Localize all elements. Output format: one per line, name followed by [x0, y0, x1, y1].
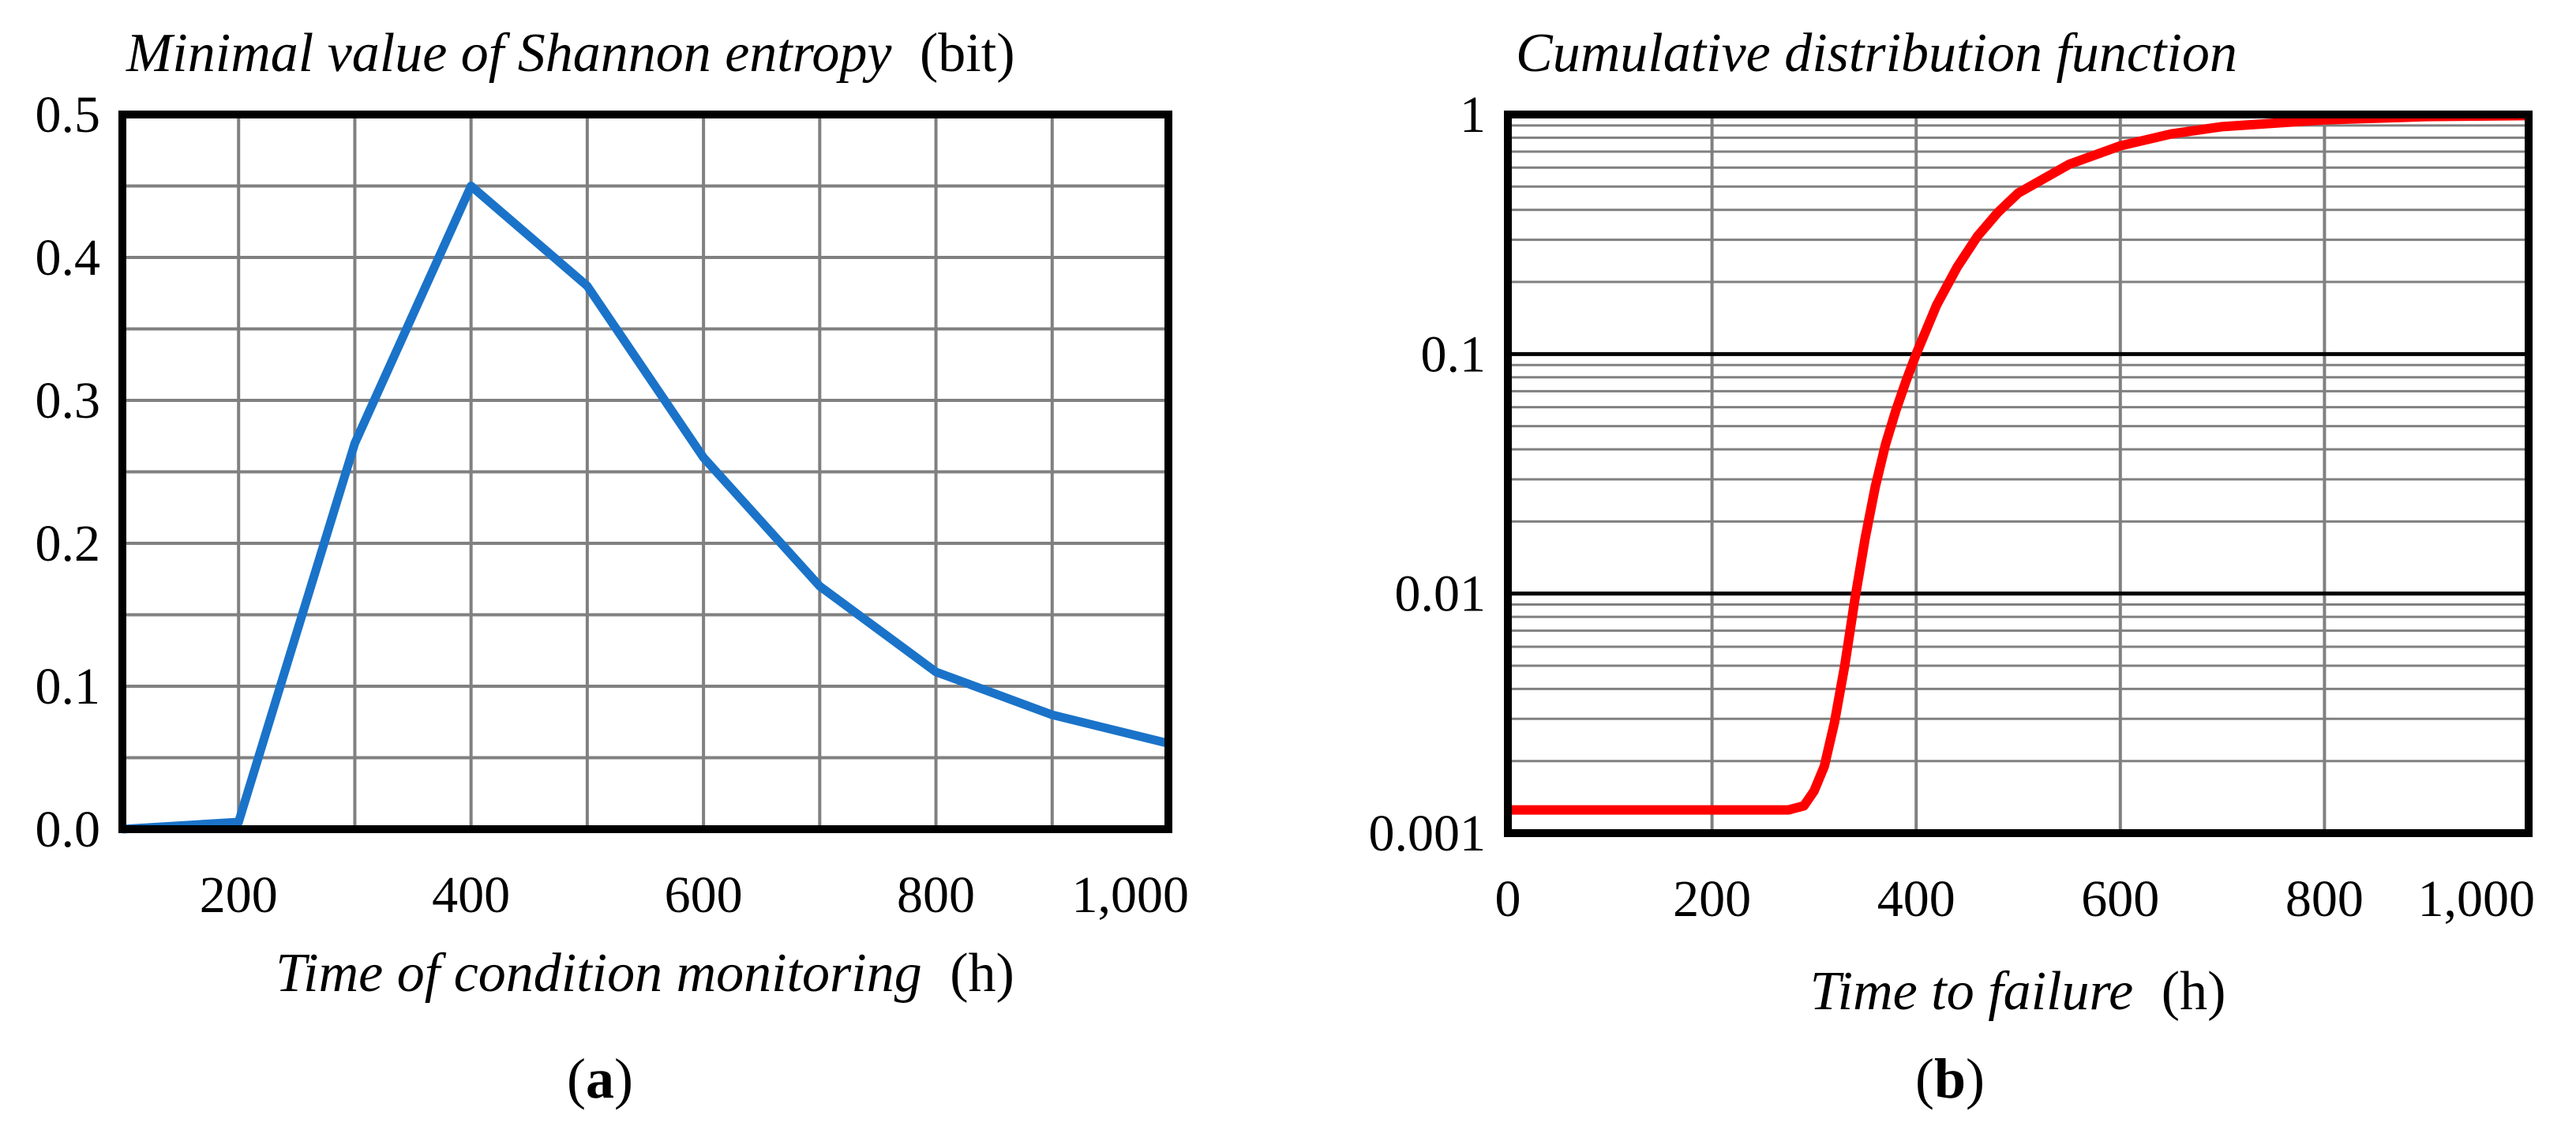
chart-a-x-tick-2: 600	[665, 866, 743, 924]
chart-a-title-unit: (bit)	[920, 23, 1015, 84]
chart-a-x-tick-4: 1,000	[1072, 866, 1190, 924]
chart-b-y-tick-1: 0.01	[1395, 565, 1487, 623]
chart-b-plot-frame	[1504, 111, 2533, 837]
chart-b-x-tick-1: 200	[1673, 870, 1751, 928]
chart-b: Cumulative distribution function 0.0010.…	[1369, 23, 2536, 1110]
chart-a-x-tick-labels: 200 400 600 800 1,000	[200, 866, 1189, 924]
chart-b-x-tick-5: 1,000	[2418, 870, 2536, 928]
chart-a-gridlines	[122, 115, 1168, 829]
chart-b-y-tick-labels: 0.001 0.01 0.1 1	[1369, 86, 1487, 862]
chart-b-x-tick-3: 600	[2081, 870, 2159, 928]
chart-b-x-tick-0: 0	[1495, 870, 1521, 928]
chart-a: Minimal value of Shannon entropy (bit) 0…	[36, 23, 1190, 1110]
chart-b-cdf-line	[1508, 111, 2529, 815]
chart-b-series	[1508, 111, 2529, 815]
chart-a-x-tick-3: 800	[897, 866, 975, 924]
chart-a-title: Minimal value of Shannon entropy (bit)	[126, 23, 1015, 84]
chart-b-gridlines	[1508, 115, 2529, 833]
chart-a-title-text: Minimal value of Shannon entropy	[126, 23, 892, 84]
chart-a-panel-label: (a)	[567, 1047, 633, 1110]
chart-b-xlabel-text: Time to failure	[1810, 961, 2134, 1022]
chart-a-y-tick-1: 0.1	[36, 658, 101, 715]
chart-a-y-tick-5: 0.5	[36, 86, 101, 144]
chart-a-y-tick-labels: 0.0 0.1 0.2 0.3 0.4 0.5	[36, 86, 101, 858]
chart-b-x-tick-2: 400	[1877, 870, 1955, 928]
chart-b-y-tick-3: 1	[1460, 86, 1486, 144]
chart-b-panel-letter: b	[1934, 1047, 1966, 1110]
chart-b-panel-label: (b)	[1915, 1047, 1985, 1110]
chart-b-xlabel-unit: (h)	[2162, 961, 2226, 1022]
chart-a-entropy-line	[122, 182, 1170, 834]
chart-a-xlabel-text: Time of condition monitoring	[276, 943, 922, 1004]
chart-a-x-tick-1: 400	[432, 866, 510, 924]
chart-a-y-tick-3: 0.3	[36, 372, 101, 430]
chart-a-x-tick-0: 200	[200, 866, 278, 924]
chart-b-x-tick-4: 800	[2285, 870, 2364, 928]
chart-a-y-tick-0: 0.0	[36, 801, 101, 858]
chart-a-series	[122, 182, 1170, 834]
chart-b-x-axis-label: Time to failure (h)	[1810, 961, 2226, 1022]
chart-b-title: Cumulative distribution function	[1516, 23, 2237, 84]
chart-b-x-tick-labels: 0 200 400 600 800 1,000	[1495, 870, 2536, 928]
chart-b-y-tick-2: 0.1	[1421, 325, 1487, 383]
chart-a-plot-frame	[118, 111, 1172, 833]
chart-b-y-tick-0: 0.001	[1369, 805, 1487, 862]
chart-a-y-tick-4: 0.4	[36, 229, 101, 287]
chart-a-y-tick-2: 0.2	[36, 515, 101, 573]
chart-a-xlabel-unit: (h)	[950, 943, 1014, 1004]
chart-a-x-axis-label: Time of condition monitoring (h)	[276, 943, 1014, 1004]
chart-a-panel-letter: a	[586, 1047, 614, 1110]
